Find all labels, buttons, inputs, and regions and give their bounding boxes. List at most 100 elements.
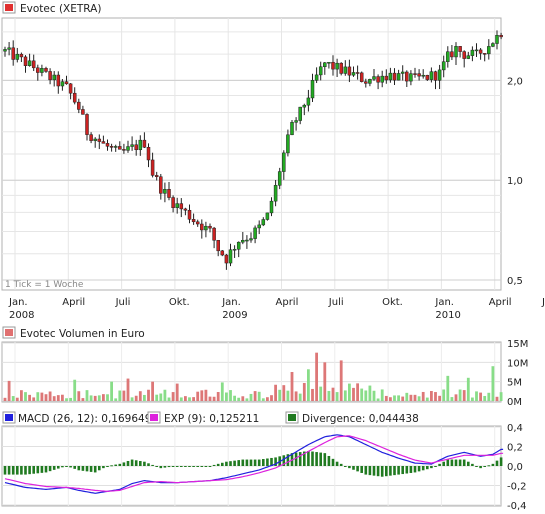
divergence-bar bbox=[307, 450, 310, 466]
divergence-bar bbox=[241, 459, 245, 466]
candle-body bbox=[409, 73, 413, 82]
volume-bar bbox=[171, 392, 175, 401]
volume-bar bbox=[184, 396, 187, 401]
volume-bar bbox=[389, 397, 392, 401]
x-tick-year: 2008 bbox=[9, 310, 34, 321]
divergence-bar bbox=[11, 466, 15, 475]
x-tick-label: April bbox=[276, 297, 299, 308]
candle-body bbox=[400, 71, 405, 74]
divergence-bar bbox=[93, 466, 97, 473]
candle-body bbox=[23, 56, 28, 66]
divergence-bar bbox=[434, 466, 437, 467]
divergence-bar bbox=[114, 464, 117, 466]
candle-body bbox=[97, 138, 102, 142]
candle-body bbox=[109, 146, 114, 148]
candle-body bbox=[466, 55, 471, 59]
candle-body bbox=[48, 71, 52, 81]
volume-y-tick-label: 15M bbox=[507, 339, 528, 350]
candle-body bbox=[36, 67, 40, 73]
divergence-bar bbox=[454, 459, 458, 466]
price-candles bbox=[3, 30, 503, 270]
volume-bar bbox=[405, 392, 409, 401]
candle-body bbox=[159, 176, 163, 194]
candle-body bbox=[495, 34, 499, 44]
divergence-bar bbox=[413, 466, 417, 473]
volume-bar bbox=[393, 395, 396, 401]
divergence-bar bbox=[253, 459, 257, 466]
candle-body bbox=[310, 80, 315, 99]
divergence-bar bbox=[376, 466, 380, 477]
volume-bar bbox=[294, 391, 298, 401]
candle-body bbox=[343, 66, 348, 74]
volume-legend-label: Evotec Volumen in Euro bbox=[20, 328, 145, 340]
divergence-bar bbox=[344, 466, 347, 467]
divergence-bar bbox=[81, 466, 85, 471]
volume-bar bbox=[348, 383, 351, 401]
candle-body bbox=[228, 249, 233, 264]
candle-body bbox=[232, 248, 237, 251]
candle-body bbox=[253, 227, 257, 239]
volume-bar bbox=[61, 394, 64, 401]
divergence-bar bbox=[216, 463, 220, 466]
candle-body bbox=[11, 47, 15, 60]
volume-bar bbox=[225, 392, 228, 401]
volume-bar bbox=[446, 375, 450, 401]
volume-bar bbox=[237, 397, 241, 401]
volume-bar bbox=[397, 395, 400, 401]
volume-y-axis: 15M 10M 5M 0M bbox=[507, 339, 528, 408]
price-y-tick-label: 2,0 bbox=[507, 76, 523, 87]
candle-body bbox=[72, 92, 77, 103]
candle-body bbox=[437, 69, 442, 81]
divergence-bar bbox=[126, 460, 130, 466]
divergence-bar bbox=[130, 459, 134, 466]
volume-bar bbox=[130, 397, 134, 401]
volume-y-tick-label: 0M bbox=[507, 397, 522, 408]
candle-body bbox=[105, 143, 110, 147]
volume-bar bbox=[77, 391, 81, 401]
volume-bar bbox=[122, 390, 126, 401]
candle-body bbox=[81, 109, 85, 115]
candle-body bbox=[318, 66, 323, 76]
volume-bar bbox=[229, 390, 232, 401]
candle-body bbox=[417, 73, 421, 77]
volume-bar bbox=[368, 385, 372, 401]
price-x-axis: Jan. 2008 April Juli Okt. Jan. 2009 April Juli Ok… bbox=[8, 297, 545, 321]
candle-body bbox=[446, 51, 450, 62]
candle-body bbox=[282, 152, 286, 172]
volume-bar bbox=[286, 390, 290, 401]
volume-bar bbox=[339, 360, 343, 401]
volume-bar bbox=[89, 395, 93, 401]
price-y-tick-label: 1,0 bbox=[507, 176, 523, 187]
volume-bar bbox=[102, 394, 105, 401]
macd-legend-label: MACD (26, 12): 0,169649 bbox=[18, 413, 151, 425]
volume-bars bbox=[3, 352, 503, 401]
volume-legend-swatch bbox=[5, 329, 13, 336]
candle-body bbox=[212, 227, 216, 241]
volume-bar bbox=[319, 386, 323, 401]
divergence-bar bbox=[385, 466, 388, 477]
x-tick-label: Juli bbox=[541, 297, 545, 308]
volume-bar bbox=[434, 392, 437, 401]
candle-body bbox=[388, 72, 393, 81]
volume-bar bbox=[7, 380, 11, 401]
divergence-bar bbox=[139, 460, 142, 466]
candle-body bbox=[126, 146, 130, 151]
volume-bar bbox=[430, 390, 433, 401]
candle-body bbox=[52, 74, 56, 81]
candle-body bbox=[171, 197, 175, 208]
divergence-bar bbox=[323, 453, 327, 466]
candle-body bbox=[40, 68, 44, 73]
candle-body bbox=[368, 79, 372, 84]
volume-bar bbox=[364, 390, 368, 401]
divergence-bar bbox=[389, 466, 392, 476]
candle-body bbox=[31, 60, 36, 69]
divergence-bar bbox=[294, 452, 298, 466]
candle-body bbox=[323, 62, 327, 67]
divergence-bar bbox=[360, 466, 363, 473]
candle-body bbox=[277, 171, 282, 186]
volume-bar bbox=[315, 352, 318, 401]
candle-body bbox=[499, 34, 503, 38]
divergence-bar bbox=[475, 466, 478, 467]
divergence-bar bbox=[245, 459, 249, 466]
candle-body bbox=[19, 53, 24, 58]
